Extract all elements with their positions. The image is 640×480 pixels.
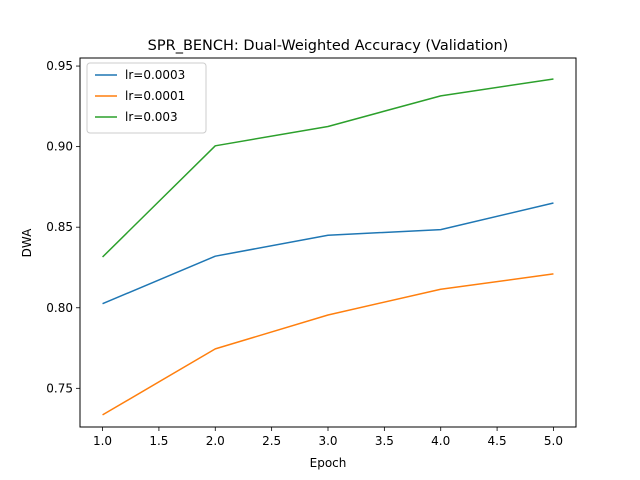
x-tick-label: 3.5 xyxy=(375,434,394,448)
legend-box xyxy=(86,62,207,134)
y-tick-label: 0.80 xyxy=(46,301,73,315)
plot-area xyxy=(102,78,554,416)
y-tick-label: 0.90 xyxy=(46,140,73,154)
legend-entry: lr=0.003 xyxy=(125,110,178,124)
x-axis: 1.0 1.5 2.0 2.5 3.0 3.5 4.0 4.5 5.0 xyxy=(93,427,563,448)
series-line-3 xyxy=(102,78,554,258)
y-axis-label: DWA xyxy=(20,228,34,257)
y-tick-label: 0.75 xyxy=(46,381,73,395)
x-tick-label: 4.0 xyxy=(431,434,450,448)
y-tick-label: 0.95 xyxy=(46,59,73,73)
series-line-2 xyxy=(102,273,554,416)
y-tick-label: 0.85 xyxy=(46,220,73,234)
legend-entry: lr=0.0001 xyxy=(125,89,185,103)
chart-title: SPR_BENCH: Dual-Weighted Accuracy (Valid… xyxy=(148,38,509,54)
x-tick-label: 1.0 xyxy=(93,434,112,448)
x-axis-label: Epoch xyxy=(310,456,347,470)
y-axis: 0.75 0.80 0.85 0.90 0.95 xyxy=(46,59,80,395)
series-line-1 xyxy=(102,202,554,305)
legend: lr=0.0003 lr=0.0001 lr=0.003 xyxy=(86,62,207,134)
x-tick-label: 3.0 xyxy=(318,434,337,448)
x-tick-label: 2.5 xyxy=(262,434,281,448)
x-tick-label: 5.0 xyxy=(544,434,563,448)
x-tick-label: 2.0 xyxy=(206,434,225,448)
legend-entry: lr=0.0003 xyxy=(125,68,185,82)
x-tick-label: 4.5 xyxy=(488,434,507,448)
x-tick-label: 1.5 xyxy=(149,434,168,448)
